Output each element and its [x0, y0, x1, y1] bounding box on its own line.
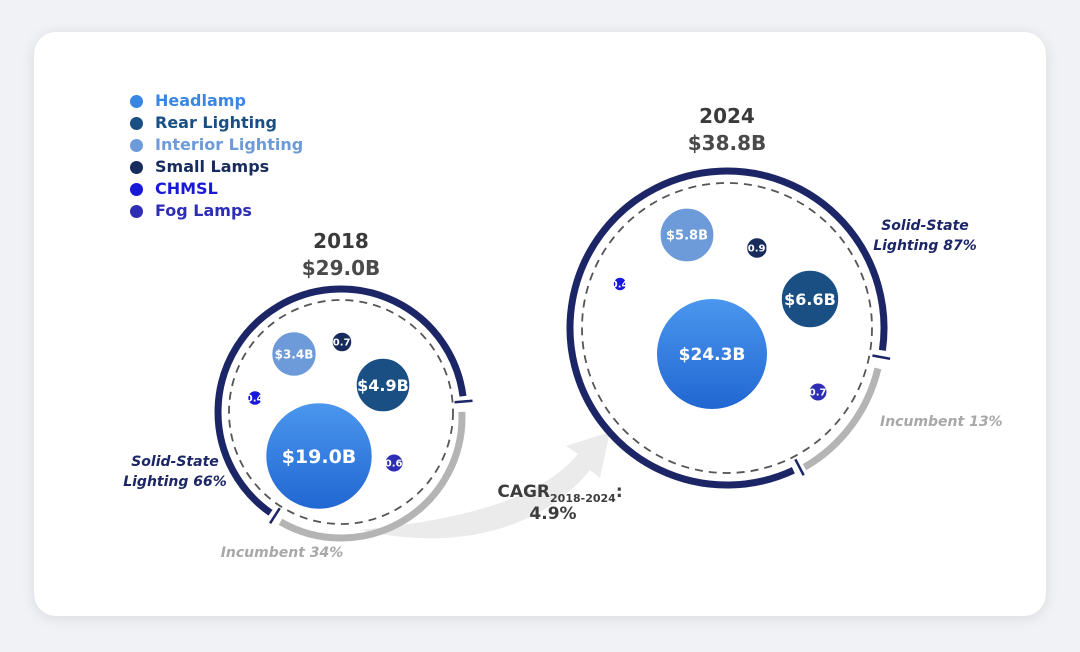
legend-label: Fog Lamps	[155, 201, 252, 220]
legend-item-chmsl: CHMSL	[130, 178, 303, 200]
legend-label: Headlamp	[155, 91, 246, 110]
year-label: 2024	[699, 104, 755, 128]
solid-state-label: Solid-State	[881, 218, 969, 234]
bubble-label-rear-lighting: $6.6B	[784, 290, 836, 309]
bubble-label-chmsl: $0.4B	[604, 280, 636, 291]
share-boundary-tick	[269, 507, 281, 524]
bubble-label-small-lamps: $0.7B	[326, 338, 358, 349]
bubble-rear-lighting	[354, 356, 412, 414]
solid-state-label: Solid-State	[131, 454, 219, 470]
incumbent-arc	[278, 411, 466, 542]
cagr-subscript: 2018-2024	[550, 492, 616, 505]
bubble-headlamp	[264, 401, 374, 511]
legend-dot	[130, 182, 143, 196]
solid-state-label: Lighting 66%	[123, 474, 227, 490]
solid-state-arc	[214, 285, 467, 516]
legend-item-headlamp: Headlamp	[130, 90, 303, 112]
legend: Headlamp Rear Lighting Interior Lighting…	[130, 90, 303, 222]
legend-item-rear-lighting: Rear Lighting	[130, 112, 303, 134]
incumbent-label: Incumbent 13%	[880, 414, 1003, 430]
year-2024-group: 2024 $38.8B $24.3B $6.6B $5.8B $0.9B $0.4B $0.7…	[566, 104, 1003, 489]
chart-card	[34, 32, 1046, 616]
solid-state-arc	[566, 167, 888, 489]
legend-dot	[130, 116, 143, 130]
legend-dot	[130, 138, 143, 152]
total-value: $38.8B	[688, 131, 767, 155]
total-value: $29.0B	[302, 256, 381, 280]
legend-dot	[130, 94, 143, 108]
bubble-label-fog-lamps: $0.7B	[802, 388, 834, 399]
legend-item-fog-lamps: Fog Lamps	[130, 200, 303, 222]
bubble-label-rear-lighting: $4.9B	[357, 376, 409, 395]
share-boundary-tick	[794, 458, 805, 476]
bubble-headlamp	[655, 297, 769, 411]
bubble-label-interior-lighting: $5.8B	[666, 229, 708, 244]
inner-dashed-ring	[581, 182, 873, 474]
bubble-fog-lamps	[383, 452, 405, 474]
legend-label: Small Lamps	[155, 157, 270, 176]
share-boundary-tick	[872, 354, 891, 361]
bubble-label-interior-lighting: $3.4B	[275, 347, 314, 361]
incumbent-label: Incumbent 34%	[221, 545, 344, 561]
cagr-prefix: CAGR	[497, 482, 550, 502]
bubble-label-small-lamps: $0.9B	[741, 244, 773, 255]
solid-state-label: Lighting 87%	[873, 238, 977, 254]
year-2018-group: 2018 $29.0B $19.0B $4.9B $3.4B $0.7B $0.4B $0.6…	[123, 229, 473, 561]
bubble-interior-lighting	[658, 206, 716, 264]
legend-label: CHMSL	[155, 179, 218, 198]
cagr-label: CAGR2018-2024:	[497, 482, 622, 505]
bubble-chmsl	[611, 275, 629, 293]
legend-item-interior-lighting: Interior Lighting	[130, 134, 303, 156]
bubble-label-chmsl: $0.4B	[239, 394, 271, 405]
legend-label: Rear Lighting	[155, 113, 277, 132]
bubble-interior-lighting	[270, 330, 318, 378]
legend-label: Interior Lighting	[155, 135, 304, 154]
legend-item-small-lamps: Small Lamps	[130, 156, 303, 178]
bubble-label-headlamp: $24.3B	[679, 345, 746, 365]
bubble-label-fog-lamps: $0.6B	[378, 459, 410, 470]
bubble-small-lamps	[745, 236, 769, 260]
year-label: 2018	[313, 229, 369, 253]
bubble-rear-lighting	[779, 268, 841, 330]
legend-dot	[130, 204, 143, 218]
cagr-colon: :	[616, 482, 623, 502]
bubble-chmsl	[246, 389, 264, 407]
inner-dashed-ring	[228, 299, 454, 525]
bubble-label-headlamp: $19.0B	[282, 446, 357, 468]
incumbent-arc	[802, 367, 882, 471]
bubble-small-lamps	[330, 330, 354, 354]
cagr-value: 4.9%	[529, 504, 576, 524]
share-boundary-tick	[454, 399, 473, 404]
legend-dot	[130, 160, 143, 174]
bubble-fog-lamps	[807, 381, 829, 403]
